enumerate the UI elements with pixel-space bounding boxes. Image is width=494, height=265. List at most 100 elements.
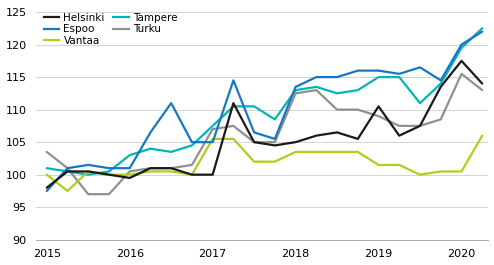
Tampere [148, 147, 154, 150]
Helsinki [292, 140, 298, 144]
Turku [479, 89, 485, 92]
Vantaa [44, 173, 50, 176]
Tampere [106, 170, 112, 173]
Turku [272, 140, 278, 144]
Turku [313, 89, 319, 92]
Helsinki [438, 85, 444, 89]
Espoo [251, 131, 257, 134]
Tampere [292, 89, 298, 92]
Vantaa [417, 173, 423, 176]
Espoo [189, 140, 195, 144]
Tampere [209, 124, 215, 127]
Turku [127, 170, 133, 173]
Espoo [375, 69, 381, 72]
Espoo [396, 72, 402, 76]
Helsinki [396, 134, 402, 137]
Espoo [106, 167, 112, 170]
Vantaa [85, 170, 91, 173]
Vantaa [375, 163, 381, 166]
Vantaa [189, 173, 195, 176]
Vantaa [272, 160, 278, 163]
Tampere [417, 101, 423, 105]
Vantaa [148, 170, 154, 173]
Vantaa [355, 150, 361, 153]
Turku [209, 127, 215, 131]
Espoo [458, 43, 464, 46]
Vantaa [127, 173, 133, 176]
Line: Turku: Turku [47, 74, 482, 194]
Espoo [209, 140, 215, 144]
Helsinki [127, 176, 133, 179]
Helsinki [209, 173, 215, 176]
Turku [65, 167, 71, 170]
Vantaa [168, 170, 174, 173]
Espoo [148, 131, 154, 134]
Vantaa [458, 170, 464, 173]
Helsinki [479, 82, 485, 85]
Legend: Helsinki, Espoo, Vantaa, Tampere, Turku: Helsinki, Espoo, Vantaa, Tampere, Turku [41, 11, 180, 48]
Turku [230, 124, 236, 127]
Espoo [230, 79, 236, 82]
Espoo [44, 189, 50, 193]
Espoo [313, 76, 319, 79]
Turku [251, 140, 257, 144]
Tampere [438, 82, 444, 85]
Tampere [85, 173, 91, 176]
Tampere [355, 89, 361, 92]
Tampere [375, 76, 381, 79]
Tampere [458, 46, 464, 50]
Espoo [479, 30, 485, 33]
Vantaa [438, 170, 444, 173]
Helsinki [251, 140, 257, 144]
Helsinki [106, 173, 112, 176]
Espoo [292, 85, 298, 89]
Tampere [65, 170, 71, 173]
Vantaa [313, 150, 319, 153]
Espoo [85, 163, 91, 166]
Tampere [479, 27, 485, 30]
Vantaa [209, 137, 215, 140]
Tampere [230, 105, 236, 108]
Turku [438, 118, 444, 121]
Turku [396, 124, 402, 127]
Espoo [127, 167, 133, 170]
Turku [85, 193, 91, 196]
Turku [106, 193, 112, 196]
Tampere [396, 76, 402, 79]
Vantaa [65, 189, 71, 193]
Tampere [189, 144, 195, 147]
Vantaa [292, 150, 298, 153]
Helsinki [230, 101, 236, 105]
Turku [417, 124, 423, 127]
Line: Vantaa: Vantaa [47, 136, 482, 191]
Espoo [168, 101, 174, 105]
Tampere [272, 118, 278, 121]
Espoo [417, 66, 423, 69]
Tampere [127, 154, 133, 157]
Helsinki [375, 105, 381, 108]
Turku [292, 92, 298, 95]
Helsinki [168, 167, 174, 170]
Helsinki [85, 170, 91, 173]
Espoo [65, 167, 71, 170]
Turku [189, 163, 195, 166]
Tampere [44, 167, 50, 170]
Helsinki [189, 173, 195, 176]
Turku [458, 72, 464, 76]
Helsinki [148, 167, 154, 170]
Turku [355, 108, 361, 111]
Espoo [334, 76, 340, 79]
Turku [375, 114, 381, 118]
Line: Helsinki: Helsinki [47, 61, 482, 188]
Tampere [168, 150, 174, 153]
Helsinki [334, 131, 340, 134]
Line: Espoo: Espoo [47, 32, 482, 191]
Tampere [334, 92, 340, 95]
Espoo [355, 69, 361, 72]
Turku [44, 150, 50, 153]
Vantaa [106, 173, 112, 176]
Vantaa [396, 163, 402, 166]
Turku [148, 167, 154, 170]
Helsinki [44, 186, 50, 189]
Turku [334, 108, 340, 111]
